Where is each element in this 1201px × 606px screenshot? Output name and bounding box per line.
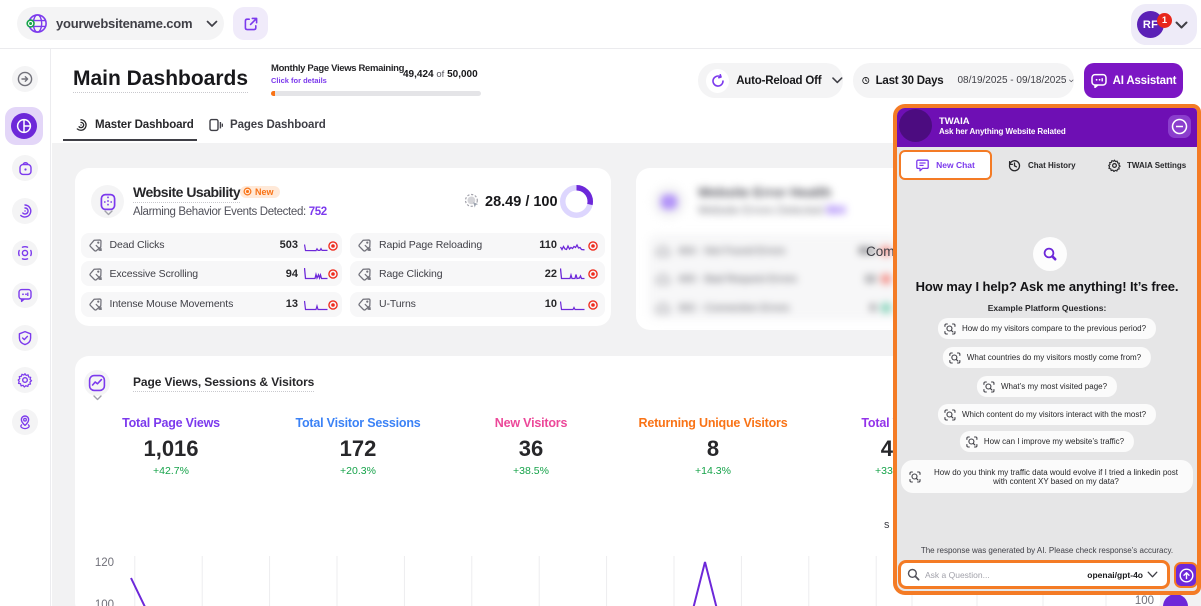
- svg-text:100: 100: [1135, 595, 1154, 606]
- svg-text:100: 100: [95, 599, 114, 606]
- svg-text:120: 120: [95, 557, 114, 569]
